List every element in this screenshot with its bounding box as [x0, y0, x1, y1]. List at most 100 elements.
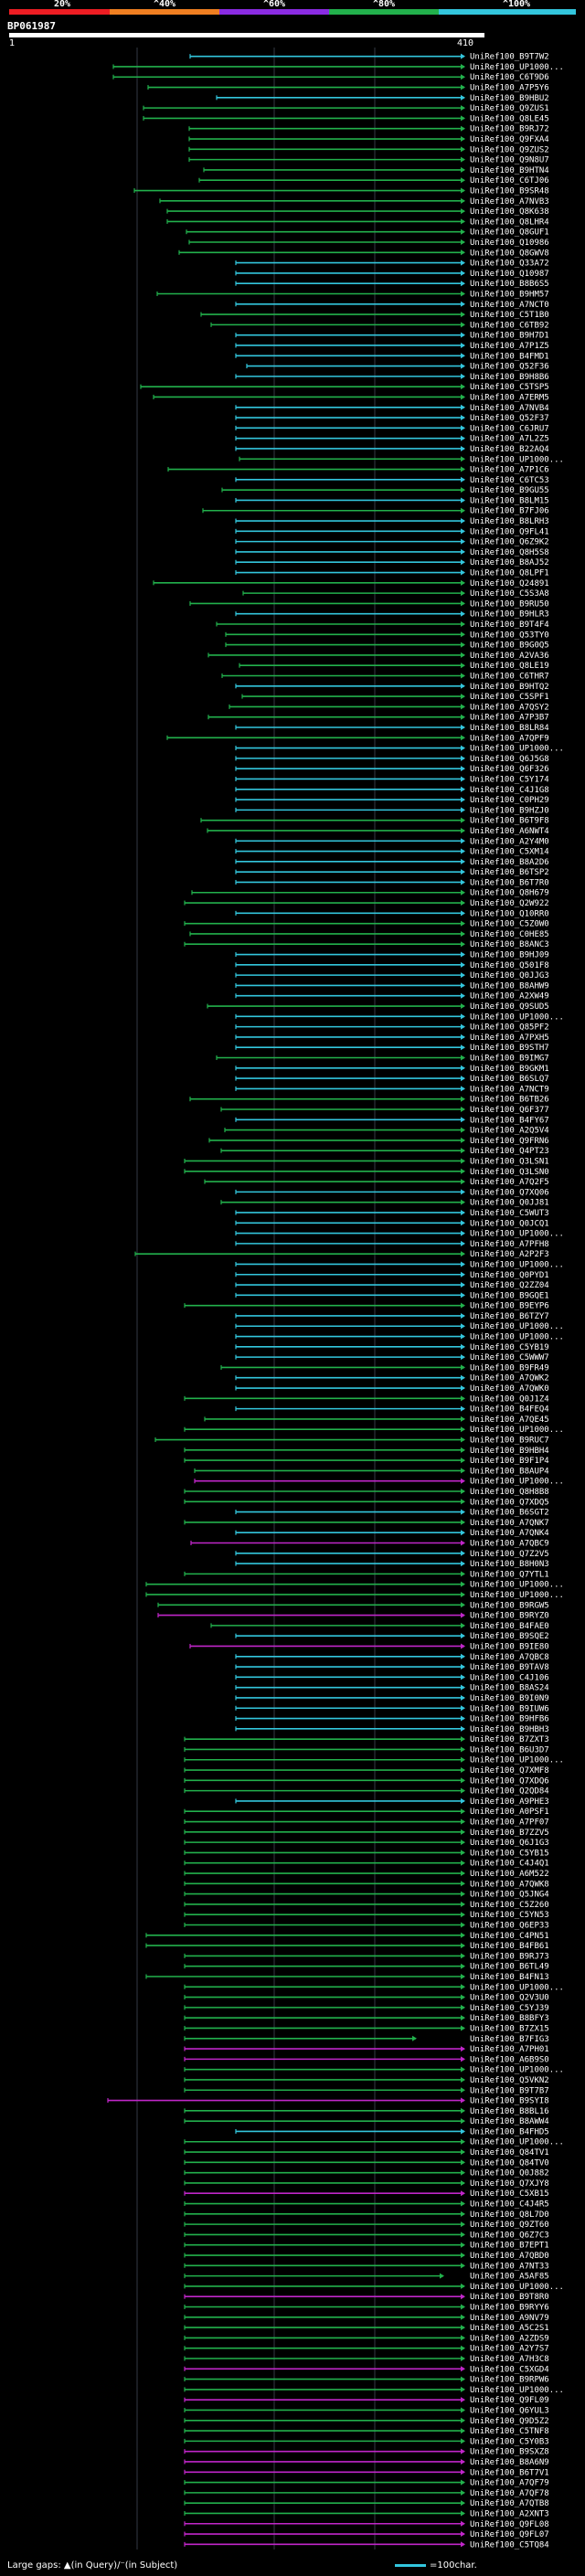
hit-label[interactable]: UniRef100_B9IE80 — [470, 1642, 549, 1651]
hit-label[interactable]: UniRef100_C5TQ84 — [470, 2540, 549, 2549]
hit-label[interactable]: UniRef100_Q9N8U7 — [470, 156, 549, 165]
hit-label[interactable]: UniRef100_B9GKM1 — [470, 1065, 549, 1074]
hit-label[interactable]: UniRef100_Q9FL09 — [470, 2396, 549, 2405]
hit-label[interactable]: UniRef100_B7ZX15 — [470, 2024, 549, 2033]
hit-label[interactable]: UniRef100_Q2QD84 — [470, 1787, 549, 1797]
hit-label[interactable]: UniRef100_Q8LE45 — [470, 114, 549, 123]
hit-label[interactable]: UniRef100_A7P1Z5 — [470, 342, 549, 351]
hit-label[interactable]: UniRef100_C5XM14 — [470, 848, 549, 857]
hit-label[interactable]: UniRef100_A2Y7S7 — [470, 2345, 549, 2354]
hit-label[interactable]: UniRef100_B8LM15 — [470, 496, 549, 505]
hit-label[interactable]: UniRef100_Q8K638 — [470, 207, 549, 217]
hit-label[interactable]: UniRef100_B8B6S5 — [470, 280, 549, 289]
hit-label[interactable]: UniRef100_Q9FL41 — [470, 527, 549, 536]
hit-label[interactable]: UniRef100_Q9FXA4 — [470, 135, 549, 144]
hit-label[interactable]: UniRef100_C5SPF1 — [470, 693, 549, 702]
hit-label[interactable]: UniRef100_A7P1C6 — [470, 466, 549, 475]
hit-label[interactable]: UniRef100_A7QBD0 — [470, 2252, 549, 2261]
hit-label[interactable]: UniRef100_Q84TV0 — [470, 2158, 549, 2168]
hit-label[interactable]: UniRef100_Q52F37 — [470, 414, 549, 423]
hit-label[interactable]: UniRef100_C6TB92 — [470, 321, 549, 330]
hit-label[interactable]: UniRef100_A7NVB3 — [470, 197, 549, 207]
hit-label[interactable]: UniRef100_UP1000... — [470, 745, 564, 754]
hit-label[interactable]: UniRef100_Q8LPF1 — [470, 569, 549, 578]
hit-label[interactable]: UniRef100_A7QF79 — [470, 2479, 549, 2488]
hit-label[interactable]: UniRef100_A7PF07 — [470, 1818, 549, 1828]
hit-label[interactable]: UniRef100_C6TJ06 — [470, 176, 549, 186]
hit-label[interactable]: UniRef100_Q9ZUS1 — [470, 104, 549, 113]
hit-label[interactable]: UniRef100_A7P5Y6 — [470, 84, 549, 93]
hit-label[interactable]: UniRef100_A2ZDS9 — [470, 2334, 549, 2343]
hit-label[interactable]: UniRef100_Q0JCQ1 — [470, 1219, 549, 1228]
hit-label[interactable]: UniRef100_C4J4R5 — [470, 2200, 549, 2210]
hit-label[interactable]: UniRef100_Q9ZUS2 — [470, 145, 549, 154]
hit-label[interactable]: UniRef100_Q85PF2 — [470, 1023, 549, 1033]
hit-label[interactable]: UniRef100_B9RJ72 — [470, 125, 549, 134]
hit-label[interactable]: UniRef100_Q8GUF1 — [470, 228, 549, 238]
hit-label[interactable]: UniRef100_UP1000... — [470, 1333, 564, 1342]
hit-label[interactable]: UniRef100_Q8H5S8 — [470, 548, 549, 557]
hit-label[interactable]: UniRef100_Q84TV1 — [470, 2148, 549, 2157]
hit-label[interactable]: UniRef100_B9IUW6 — [470, 1704, 549, 1713]
hit-label[interactable]: UniRef100_C5S3A8 — [470, 589, 549, 599]
hit-label[interactable]: UniRef100_C0HE85 — [470, 930, 549, 939]
hit-label[interactable]: UniRef100_C5YB15 — [470, 1849, 549, 1858]
hit-label[interactable]: UniRef100_B9GU55 — [470, 486, 549, 495]
hit-label[interactable]: UniRef100_UP1000... — [470, 1012, 564, 1022]
hit-label[interactable]: UniRef100_C5YB19 — [470, 1343, 549, 1352]
hit-label[interactable]: UniRef100_C5T1B0 — [470, 311, 549, 320]
hit-label[interactable]: UniRef100_B9T7W2 — [470, 53, 549, 62]
hit-label[interactable]: UniRef100_B4FAE0 — [470, 1622, 549, 1631]
hit-label[interactable]: UniRef100_A6NWT4 — [470, 827, 549, 836]
hit-label[interactable]: UniRef100_A7H3C8 — [470, 2355, 549, 2364]
hit-label[interactable]: UniRef100_B7EPT1 — [470, 2242, 549, 2251]
hit-label[interactable]: UniRef100_A6M522 — [470, 1870, 549, 1879]
hit-label[interactable]: UniRef100_C5Y174 — [470, 775, 549, 784]
hit-label[interactable]: UniRef100_Q7YTL1 — [470, 1570, 549, 1579]
hit-label[interactable]: UniRef100_C5XGD4 — [470, 2365, 549, 2374]
hit-label[interactable]: UniRef100_B9HBU2 — [470, 94, 549, 103]
hit-label[interactable]: UniRef100_C4J1G8 — [470, 786, 549, 795]
hit-label[interactable]: UniRef100_C6TC53 — [470, 476, 549, 485]
hit-label[interactable]: UniRef100_B4FB61 — [470, 1942, 549, 1951]
hit-label[interactable]: UniRef100_B8LR84 — [470, 724, 549, 733]
hit-label[interactable]: UniRef100_UP1000... — [470, 1260, 564, 1269]
hit-label[interactable]: UniRef100_Q10986 — [470, 239, 549, 248]
hit-label[interactable]: UniRef100_Q9ZT60 — [470, 2221, 549, 2230]
hit-label[interactable]: UniRef100_B9HBH3 — [470, 1725, 549, 1734]
hit-label[interactable]: UniRef100_A7NCT0 — [470, 301, 549, 310]
hit-label[interactable]: UniRef100_UP1000... — [470, 1983, 564, 1992]
hit-label[interactable]: UniRef100_A9NV79 — [470, 2314, 549, 2323]
hit-label[interactable]: UniRef100_B8AUP4 — [470, 1467, 549, 1476]
hit-label[interactable]: UniRef100_Q9FRN6 — [470, 1137, 549, 1146]
hit-label[interactable]: UniRef100_B9TAV8 — [470, 1663, 549, 1672]
hit-label[interactable]: UniRef100_Q8L7D0 — [470, 2210, 549, 2220]
hit-label[interactable]: UniRef100_Q33A72 — [470, 260, 549, 269]
hit-label[interactable]: UniRef100_B9HLR3 — [470, 610, 549, 620]
hit-label[interactable]: UniRef100_Q0PYD1 — [470, 1271, 549, 1280]
hit-label[interactable]: UniRef100_B9H8B6 — [470, 373, 549, 382]
hit-label[interactable]: UniRef100_UP1000... — [470, 1581, 564, 1590]
hit-label[interactable]: UniRef100_Q0J882 — [470, 2169, 549, 2178]
hit-label[interactable]: UniRef100_Q0JJG3 — [470, 971, 549, 981]
hit-label[interactable]: UniRef100_Q8LE19 — [470, 662, 549, 671]
hit-label[interactable]: UniRef100_B9RYZ0 — [470, 1612, 549, 1621]
hit-label[interactable]: UniRef100_Q6EP33 — [470, 1922, 549, 1931]
hit-label[interactable]: UniRef100_UP1000... — [470, 2386, 564, 2395]
hit-label[interactable]: UniRef100_B22AQ4 — [470, 445, 549, 454]
hit-label[interactable]: UniRef100_A7NVB4 — [470, 404, 549, 413]
hit-label[interactable]: UniRef100_A7L2Z5 — [470, 435, 549, 444]
hit-label[interactable]: UniRef100_A7ERM5 — [470, 393, 549, 402]
hit-label[interactable]: UniRef100_Q9FL08 — [470, 2520, 549, 2529]
hit-label[interactable]: UniRef100_A6B9S0 — [470, 2055, 549, 2064]
hit-label[interactable]: UniRef100_A7QWK2 — [470, 1374, 549, 1383]
hit-label[interactable]: UniRef100_B9T8R0 — [470, 2293, 549, 2302]
hit-label[interactable]: UniRef100_Q4PT23 — [470, 1147, 549, 1156]
hit-label[interactable]: UniRef100_Q10987 — [470, 270, 549, 279]
hit-label[interactable]: UniRef100_C5YJ39 — [470, 2004, 549, 2013]
hit-label[interactable]: UniRef100_Q53TY0 — [470, 631, 549, 640]
hit-label[interactable]: UniRef100_A7QBC9 — [470, 1539, 549, 1548]
hit-label[interactable]: UniRef100_Q8GWV8 — [470, 249, 549, 258]
hit-label[interactable]: UniRef100_Q3LSN0 — [470, 1168, 549, 1177]
hit-label[interactable]: UniRef100_Q9SUD5 — [470, 1002, 549, 1012]
